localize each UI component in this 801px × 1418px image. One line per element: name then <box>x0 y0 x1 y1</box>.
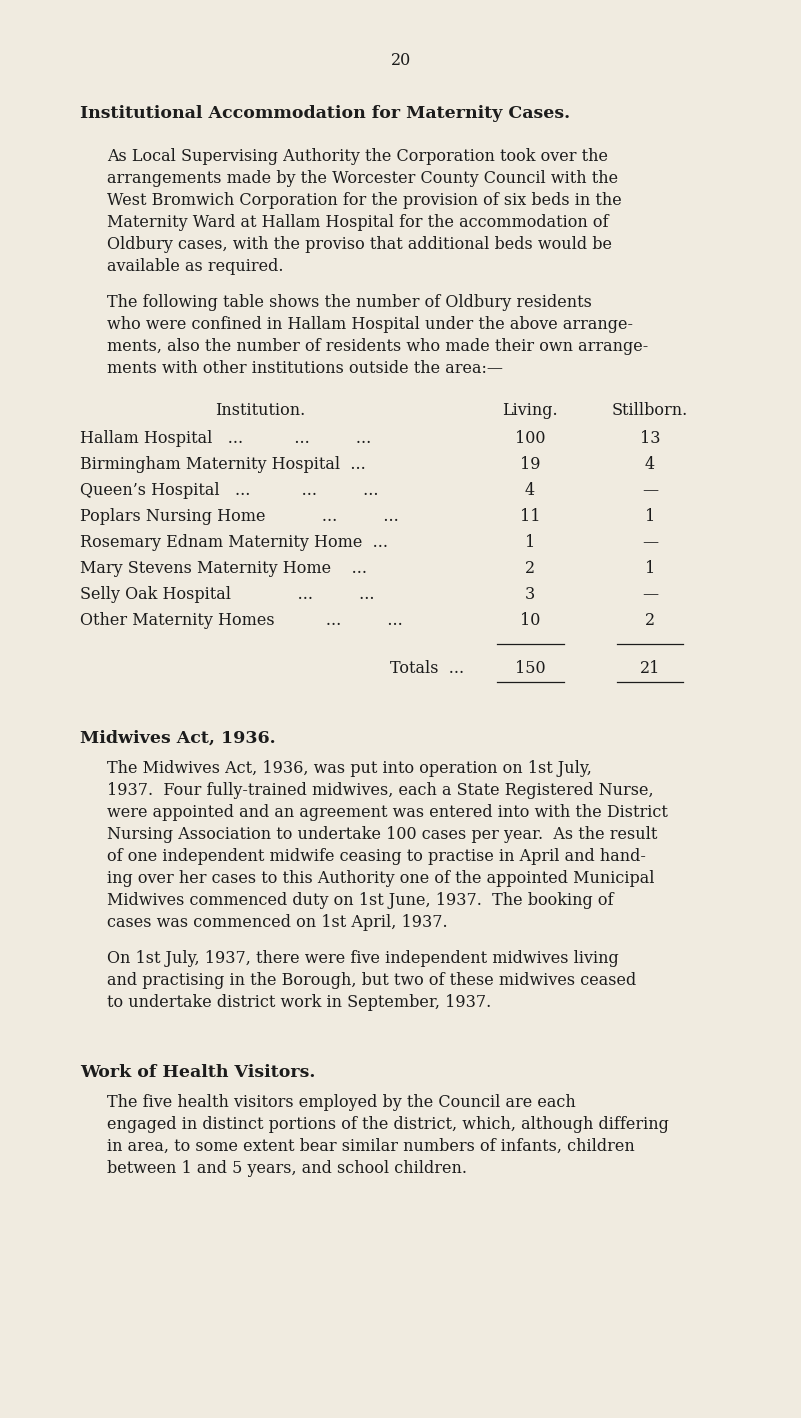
Text: The following table shows the number of Oldbury residents: The following table shows the number of … <box>107 294 592 311</box>
Text: ments with other institutions outside the area:—: ments with other institutions outside th… <box>107 360 503 377</box>
Text: 2: 2 <box>525 560 535 577</box>
Text: Work of Health Visitors.: Work of Health Visitors. <box>80 1064 316 1081</box>
Text: available as required.: available as required. <box>107 258 284 275</box>
Text: 21: 21 <box>640 659 660 676</box>
Text: Living.: Living. <box>502 401 557 418</box>
Text: 11: 11 <box>520 508 540 525</box>
Text: 1: 1 <box>645 560 655 577</box>
Text: The five health visitors employed by the Council are each: The five health visitors employed by the… <box>107 1095 576 1110</box>
Text: to undertake district work in September, 1937.: to undertake district work in September,… <box>107 994 491 1011</box>
Text: 1937.  Four fully-trained midwives, each a State Registered Nurse,: 1937. Four fully-trained midwives, each … <box>107 781 654 798</box>
Text: Rosemary Ednam Maternity Home  ...: Rosemary Ednam Maternity Home ... <box>80 535 388 552</box>
Text: 2: 2 <box>645 613 655 630</box>
Text: 19: 19 <box>520 457 540 474</box>
Text: ing over her cases to this Authority one of the appointed Municipal: ing over her cases to this Authority one… <box>107 871 654 888</box>
Text: cases was commenced on 1st April, 1937.: cases was commenced on 1st April, 1937. <box>107 915 448 932</box>
Text: —: — <box>642 535 658 552</box>
Text: in area, to some extent bear similar numbers of infants, children: in area, to some extent bear similar num… <box>107 1139 634 1156</box>
Text: Totals  ...: Totals ... <box>390 659 464 676</box>
Text: 3: 3 <box>525 586 535 603</box>
Text: and practising in the Borough, but two of these midwives ceased: and practising in the Borough, but two o… <box>107 971 636 988</box>
Text: Institution.: Institution. <box>215 401 305 418</box>
Text: Birmingham Maternity Hospital  ...: Birmingham Maternity Hospital ... <box>80 457 366 474</box>
Text: Midwives commenced duty on 1st June, 1937.  The booking of: Midwives commenced duty on 1st June, 193… <box>107 892 614 909</box>
Text: Midwives Act, 1936.: Midwives Act, 1936. <box>80 730 276 747</box>
Text: 4: 4 <box>525 482 535 499</box>
Text: As Local Supervising Authority the Corporation took over the: As Local Supervising Authority the Corpo… <box>107 147 608 164</box>
Text: 100: 100 <box>515 430 545 447</box>
Text: 1: 1 <box>525 535 535 552</box>
Text: ments, also the number of residents who made their own arrange-: ments, also the number of residents who … <box>107 337 648 354</box>
Text: Nursing Association to undertake 100 cases per year.  As the result: Nursing Association to undertake 100 cas… <box>107 827 658 842</box>
Text: of one independent midwife ceasing to practise in April and hand-: of one independent midwife ceasing to pr… <box>107 848 646 865</box>
Text: Maternity Ward at Hallam Hospital for the accommodation of: Maternity Ward at Hallam Hospital for th… <box>107 214 609 231</box>
Text: who were confined in Hallam Hospital under the above arrange-: who were confined in Hallam Hospital und… <box>107 316 633 333</box>
Text: Queen’s Hospital   ...          ...         ...: Queen’s Hospital ... ... ... <box>80 482 379 499</box>
Text: Selly Oak Hospital             ...         ...: Selly Oak Hospital ... ... <box>80 586 375 603</box>
Text: arrangements made by the Worcester County Council with the: arrangements made by the Worcester Count… <box>107 170 618 187</box>
Text: Poplars Nursing Home           ...         ...: Poplars Nursing Home ... ... <box>80 508 399 525</box>
Text: Mary Stevens Maternity Home    ...: Mary Stevens Maternity Home ... <box>80 560 367 577</box>
Text: 4: 4 <box>645 457 655 474</box>
Text: On 1st July, 1937, there were five independent midwives living: On 1st July, 1937, there were five indep… <box>107 950 618 967</box>
Text: The Midwives Act, 1936, was put into operation on 1st July,: The Midwives Act, 1936, was put into ope… <box>107 760 592 777</box>
Text: Stillborn.: Stillborn. <box>612 401 688 418</box>
Text: —: — <box>642 482 658 499</box>
Text: were appointed and an agreement was entered into with the District: were appointed and an agreement was ente… <box>107 804 668 821</box>
Text: engaged in distinct portions of the district, which, although differing: engaged in distinct portions of the dist… <box>107 1116 669 1133</box>
Text: 13: 13 <box>640 430 660 447</box>
Text: —: — <box>642 586 658 603</box>
Text: Institutional Accommodation for Maternity Cases.: Institutional Accommodation for Maternit… <box>80 105 570 122</box>
Text: Other Maternity Homes          ...         ...: Other Maternity Homes ... ... <box>80 613 403 630</box>
Text: 20: 20 <box>391 52 411 69</box>
Text: 10: 10 <box>520 613 540 630</box>
Text: between 1 and 5 years, and school children.: between 1 and 5 years, and school childr… <box>107 1160 467 1177</box>
Text: 150: 150 <box>515 659 545 676</box>
Text: West Bromwich Corporation for the provision of six beds in the: West Bromwich Corporation for the provis… <box>107 191 622 208</box>
Text: Hallam Hospital   ...          ...         ...: Hallam Hospital ... ... ... <box>80 430 371 447</box>
Text: 1: 1 <box>645 508 655 525</box>
Text: Oldbury cases, with the proviso that additional beds would be: Oldbury cases, with the proviso that add… <box>107 235 612 252</box>
